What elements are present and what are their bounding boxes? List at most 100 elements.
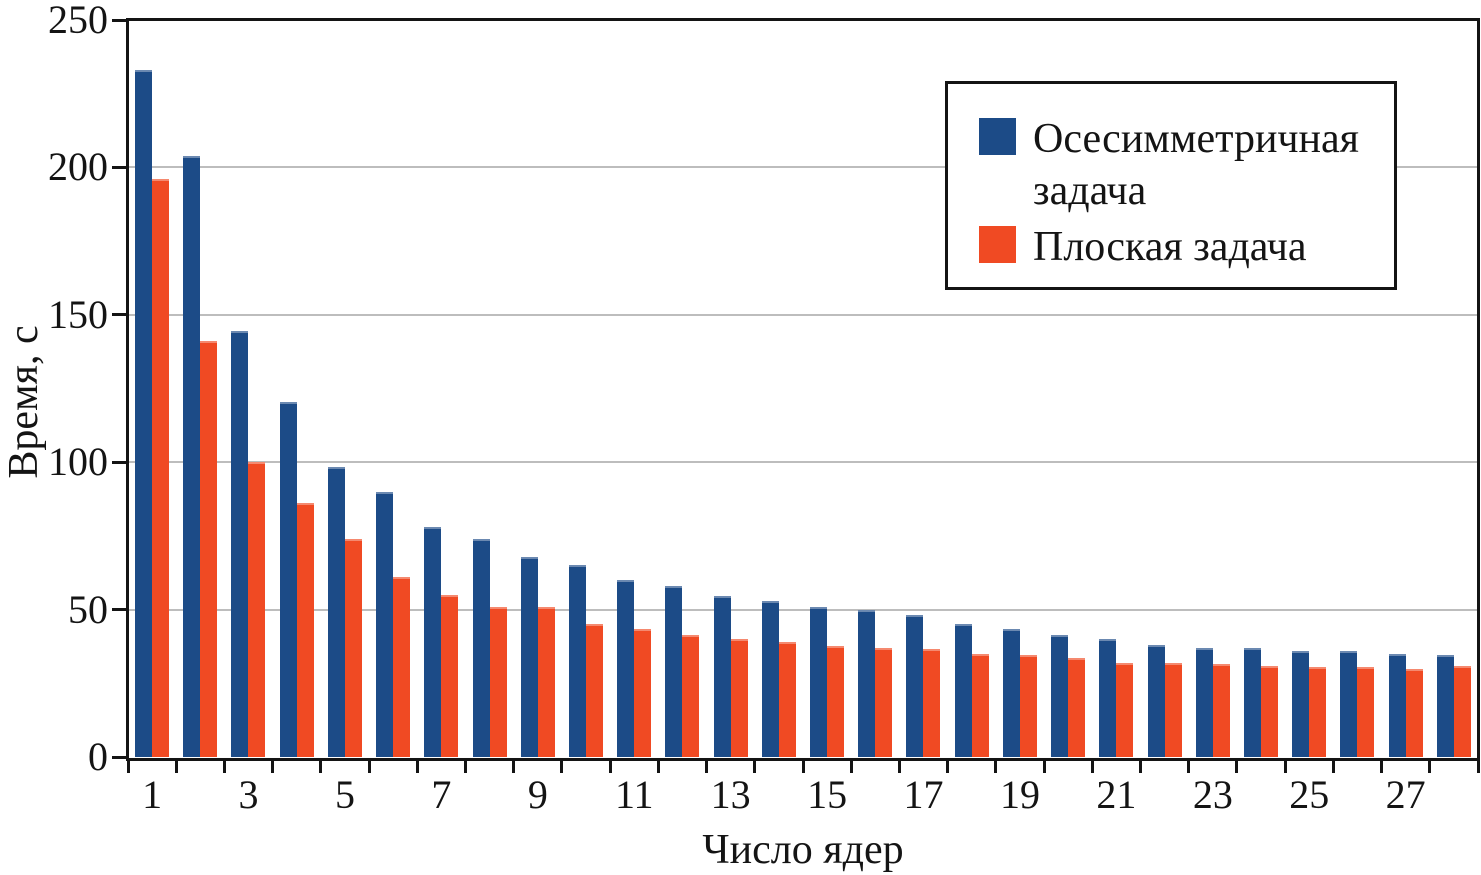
bar-axisymmetric-core-24 (1243, 647, 1261, 757)
y-tick-label-100: 100 (48, 439, 108, 485)
bar-axisymmetric-core-22 (1147, 644, 1165, 757)
bar-axisymmetric-core-26 (1340, 650, 1358, 757)
y-tick-label-0: 0 (88, 734, 108, 779)
x-tick-4 (319, 758, 323, 773)
bar-flat-core-16 (875, 647, 893, 757)
y-tick-0 (112, 755, 128, 759)
bar-flat-core-23 (1212, 664, 1230, 757)
bar-axisymmetric-core-25 (1292, 650, 1310, 757)
x-tick-label-1: 1 (142, 772, 163, 817)
y-tick-label-50: 50 (68, 586, 108, 632)
bar-axisymmetric-core-19 (1002, 628, 1020, 757)
bar-flat-core-27 (1405, 668, 1423, 757)
bar-flat-core-24 (1260, 665, 1278, 757)
bar-flat-core-6 (393, 577, 411, 757)
y-tick-100 (112, 460, 128, 464)
x-tick-label-19: 19 (999, 772, 1040, 817)
x-tick-label-23: 23 (1192, 772, 1233, 817)
x-tick-12 (705, 758, 709, 773)
bar-flat-core-1 (152, 179, 169, 757)
bar-axisymmetric-core-21 (1099, 639, 1117, 757)
bar-axisymmetric-core-4 (279, 401, 297, 757)
bar-axisymmetric-core-10 (568, 565, 586, 757)
x-tick-22 (1187, 758, 1191, 773)
gridline-100 (129, 461, 1477, 464)
bar-flat-core-10 (585, 624, 603, 757)
x-tick-7 (464, 758, 467, 773)
legend-item-axisymmetric: Осесимметричная задача (979, 113, 1394, 217)
y-tick-label-200: 200 (48, 144, 108, 190)
x-tick-13 (753, 758, 757, 773)
x-tick-3 (271, 758, 275, 773)
x-tick-label-17: 17 (903, 772, 944, 817)
x-tick-27 (1428, 758, 1432, 773)
bar-axisymmetric-core-11 (617, 580, 635, 757)
x-tick-15 (849, 758, 853, 773)
y-tick-200 (112, 165, 128, 169)
legend-label-flat: Плоская задача (1033, 224, 1307, 270)
bar-flat-core-13 (730, 639, 748, 757)
x-tick-23 (1235, 758, 1239, 773)
gridline-50 (129, 608, 1477, 611)
y-tick-label-250: 250 (48, 0, 108, 42)
x-tick-14 (801, 758, 805, 773)
bar-axisymmetric-core-1 (135, 70, 152, 757)
x-tick-1 (174, 758, 178, 773)
x-tick-label-27: 27 (1385, 772, 1426, 817)
x-tick-label-25: 25 (1289, 772, 1330, 817)
gridline-150 (129, 313, 1477, 316)
bar-flat-core-12 (682, 634, 700, 757)
bar-flat-core-9 (537, 606, 555, 757)
bar-axisymmetric-core-28 (1436, 655, 1454, 757)
x-tick-24 (1283, 758, 1287, 773)
bar-axisymmetric-core-14 (761, 600, 779, 757)
legend: Осесимметричная задача Плоская задача (945, 81, 1397, 290)
x-tick-6 (415, 758, 419, 773)
bar-flat-core-20 (1068, 658, 1086, 757)
x-tick-label-5: 5 (334, 772, 355, 817)
bar-axisymmetric-core-16 (858, 609, 876, 757)
bar-axisymmetric-core-20 (1051, 634, 1069, 757)
y-tick-150 (112, 313, 128, 317)
bar-flat-core-14 (778, 642, 796, 757)
x-tick-17 (946, 758, 950, 773)
x-tick-8 (512, 758, 516, 773)
x-tick-label-3: 3 (238, 772, 259, 817)
bar-flat-core-4 (296, 503, 314, 757)
bar-axisymmetric-core-9 (520, 556, 538, 757)
x-tick-9 (560, 758, 564, 773)
bar-flat-core-21 (1116, 662, 1134, 757)
y-tick-label-150: 150 (48, 291, 108, 337)
bar-flat-core-28 (1453, 665, 1471, 757)
bar-axisymmetric-core-13 (713, 596, 731, 757)
bar-flat-core-19 (1019, 655, 1037, 757)
x-tick-10 (608, 758, 612, 773)
x-tick-11 (656, 758, 660, 773)
legend-label-axisymmetric: Осесимметричная задача (1033, 116, 1359, 214)
gridline-200 (129, 166, 1477, 169)
bar-axisymmetric-core-15 (810, 606, 827, 757)
bar-flat-core-15 (827, 646, 844, 757)
bar-axisymmetric-core-12 (665, 586, 683, 757)
bar-axisymmetric-core-7 (424, 527, 442, 757)
x-tick-2 (222, 758, 226, 773)
x-tick-25 (1331, 758, 1335, 773)
bar-flat-core-17 (923, 649, 941, 757)
bar-flat-core-18 (971, 653, 989, 757)
bar-axisymmetric-core-3 (231, 331, 249, 757)
x-tick-18 (994, 758, 998, 773)
x-tick-label-7: 7 (431, 772, 452, 817)
bar-axisymmetric-core-8 (472, 538, 490, 757)
x-tick-26 (1380, 758, 1384, 773)
bar-axisymmetric-core-2 (183, 155, 201, 757)
bar-flat-core-26 (1357, 667, 1375, 757)
x-axis-title: Число ядер (702, 827, 904, 873)
bar-flat-core-3 (248, 462, 266, 757)
x-tick-label-13: 13 (710, 772, 751, 817)
bar-axisymmetric-core-23 (1195, 647, 1213, 757)
x-tick-20 (1090, 758, 1094, 773)
bar-flat-core-2 (200, 341, 218, 757)
x-tick-28 (1476, 758, 1480, 773)
bar-flat-core-5 (344, 538, 362, 757)
